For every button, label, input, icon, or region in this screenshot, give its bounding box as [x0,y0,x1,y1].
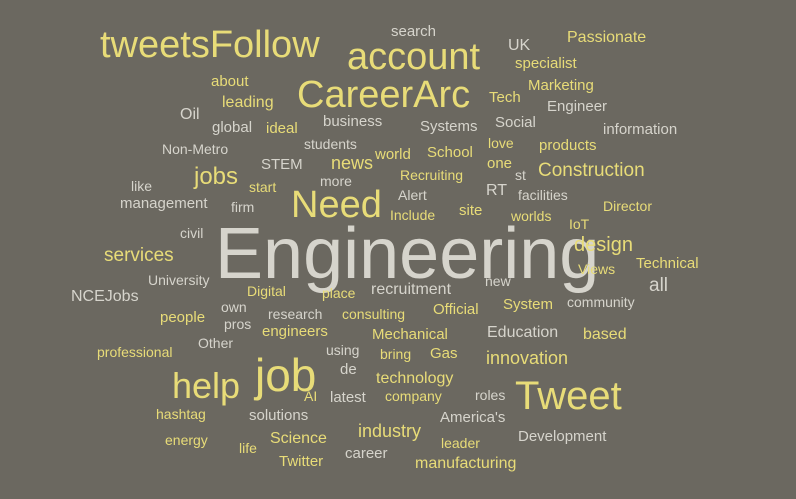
word-manufacturing: manufacturing [415,455,517,472]
word-digital: Digital [247,283,286,299]
word-engineers: engineers [262,323,328,340]
word-alert: Alert [398,187,427,203]
word-twitter: Twitter [279,453,324,470]
word-management: management [120,195,208,212]
word-bring: bring [380,346,412,362]
word-director: Director [603,198,653,214]
word-de: de [340,361,357,378]
word-stem: STEM [261,156,303,173]
word-tweetsfollow: tweetsFollow [100,24,320,66]
word-job: job [255,349,317,401]
word-marketing: Marketing [528,77,594,94]
word-tech: Tech [489,89,521,106]
word-leader: leader [441,435,480,451]
word-start: start [249,179,277,195]
word-all: all [649,275,669,296]
word-life: life [239,440,257,456]
word-world: world [375,146,411,163]
word-place: place [322,285,356,301]
word-system: System [503,296,554,313]
word-social: Social [495,114,536,131]
word-passionate: Passionate [567,29,647,46]
word-using: using [326,342,360,358]
word-students: students [304,136,357,152]
word-technical: Technical [636,255,699,272]
word-based: based [583,326,627,343]
word-ncejobs: NCEJobs [71,288,139,305]
word-services: services [104,245,174,266]
word-community: community [567,294,635,310]
word-need: Need [291,184,382,226]
word-americas: America's [440,409,506,426]
word-about: about [211,73,249,90]
word-latest: latest [330,389,366,406]
word-science: Science [270,430,327,447]
word-ideal: ideal [266,120,298,137]
word-facilities: facilities [518,187,568,203]
word-like: like [131,178,153,194]
word-ai: AI [304,388,318,404]
word-engineering: Engineering [215,214,600,294]
word-engineer: Engineer [547,98,608,115]
word-rt: RT [486,182,508,199]
word-information: information [603,121,678,138]
word-news: news [331,153,374,173]
word-career: career [345,445,388,462]
word-recruiting: Recruiting [400,167,464,183]
word-views: Views [578,261,616,277]
word-specialist: specialist [515,55,577,72]
word-careerarc: CareerArc [297,74,471,116]
word-professional: professional [97,344,173,360]
word-other: Other [198,335,234,351]
word-jobs: jobs [194,163,239,190]
word-global: global [212,119,253,136]
word-development: Development [518,428,607,445]
word-worlds: worlds [511,208,552,224]
word-industry: industry [358,421,422,441]
word-uk: UK [508,37,531,54]
word-mechanical: Mechanical [372,326,448,343]
word-official: Official [433,301,479,318]
word-innovation: innovation [486,348,569,368]
word-consulting: consulting [342,306,406,322]
word-products: products [539,137,597,154]
word-account: account [347,36,481,78]
word-search: search [391,23,437,40]
word-more: more [320,173,352,189]
word-research: research [268,306,323,322]
word-own: own [221,299,247,315]
word-design: design [574,234,633,256]
word-love: love [488,135,514,151]
word-school: School [427,144,473,161]
word-firm: firm [231,199,255,215]
word-civil: civil [180,225,204,241]
word-tweet: Tweet [515,374,622,418]
word-site: site [459,202,483,219]
word-pros: pros [224,316,252,332]
word-technology: technology [376,370,454,387]
word-recruitment: recruitment [371,281,452,298]
word-hashtag: hashtag [156,406,206,422]
word-systems: Systems [420,118,478,135]
word-solutions: solutions [249,407,309,424]
word-include: Include [390,207,436,223]
word-iot: IoT [569,216,590,232]
word-people: people [160,309,206,326]
word-st: st [515,167,526,183]
word-non-metro: Non-Metro [162,141,229,157]
word-business: business [323,113,383,130]
word-new: new [485,273,511,289]
word-university: University [148,272,210,288]
word-gas: Gas [430,345,458,362]
word-company: company [385,388,442,404]
word-education: Education [487,324,559,341]
word-oil: Oil [180,106,200,123]
word-leading: leading [222,94,274,111]
word-energy: energy [165,432,208,448]
word-one: one [487,155,513,172]
word-roles: roles [475,387,506,403]
word-help: help [172,365,241,406]
word-construction: Construction [538,160,645,181]
